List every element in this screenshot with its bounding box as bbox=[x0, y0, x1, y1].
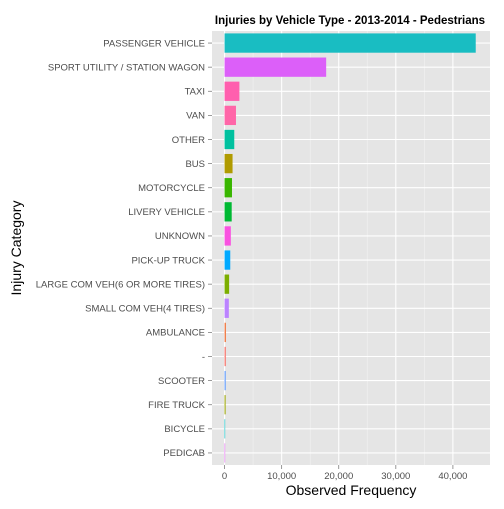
y-tick-label: SMALL COM VEH(4 TIRES) bbox=[85, 304, 205, 315]
y-tick-label: SCOOTER bbox=[158, 376, 205, 387]
bar bbox=[224, 178, 232, 198]
bar bbox=[224, 443, 226, 463]
x-tick-label: 20,000 bbox=[324, 471, 353, 482]
y-tick-label: VAN bbox=[186, 111, 205, 122]
bar bbox=[224, 226, 231, 246]
y-tick-label: PEDICAB bbox=[163, 448, 205, 459]
y-tick-label: PICK-UP TRUCK bbox=[131, 255, 205, 266]
y-tick-label: SPORT UTILITY / STATION WAGON bbox=[48, 62, 205, 73]
bar bbox=[224, 370, 226, 391]
bar bbox=[224, 33, 476, 53]
bar bbox=[224, 57, 327, 77]
bar bbox=[224, 250, 231, 270]
chart-title: Injuries by Vehicle Type - 2013-2014 - P… bbox=[215, 15, 485, 27]
x-tick-labels: 0 10,000 20,000 30,000 40,000 bbox=[222, 465, 467, 482]
x-axis-title: Observed Frequency bbox=[286, 482, 417, 498]
y-tick-label: LIVERY VEHICLE bbox=[128, 207, 205, 218]
x-tick-label: 0 bbox=[222, 471, 227, 482]
y-tick-label: FIRE TRUCK bbox=[148, 400, 205, 411]
y-axis-title: Injury Category bbox=[8, 201, 24, 296]
bar bbox=[224, 129, 235, 150]
plot-panel bbox=[212, 31, 490, 465]
y-tick-label: AMBULANCE bbox=[146, 328, 205, 339]
y-tick-label: UNKNOWN bbox=[155, 231, 205, 242]
bar bbox=[224, 105, 236, 126]
grid-lines bbox=[212, 31, 490, 465]
bars bbox=[224, 33, 476, 463]
y-tick-label: PASSENGER VEHICLE bbox=[103, 38, 205, 49]
bar bbox=[224, 346, 226, 367]
y-tick-label: TAXI bbox=[185, 87, 205, 98]
y-tick-label: OTHER bbox=[172, 135, 205, 146]
bar bbox=[224, 298, 229, 318]
bar bbox=[224, 274, 230, 294]
y-tick-label: LARGE COM VEH(6 OR MORE TIRES) bbox=[36, 279, 205, 290]
y-tick-label: BICYCLE bbox=[164, 424, 205, 435]
bar bbox=[224, 202, 232, 222]
bar bbox=[224, 419, 226, 439]
x-tick-label: 30,000 bbox=[381, 471, 410, 482]
y-tick-label: MOTORCYCLE bbox=[138, 183, 205, 194]
x-tick-label: 40,000 bbox=[438, 471, 467, 482]
y-tick-labels: PASSENGER VEHICLE SPORT UTILITY / STATION… bbox=[36, 38, 212, 459]
bar bbox=[224, 395, 226, 415]
bar bbox=[224, 322, 226, 343]
bar bbox=[224, 153, 233, 174]
x-tick-label: 10,000 bbox=[267, 471, 296, 482]
y-tick-label: BUS bbox=[185, 159, 205, 170]
bar bbox=[224, 81, 240, 101]
y-tick-label: - bbox=[202, 352, 205, 363]
